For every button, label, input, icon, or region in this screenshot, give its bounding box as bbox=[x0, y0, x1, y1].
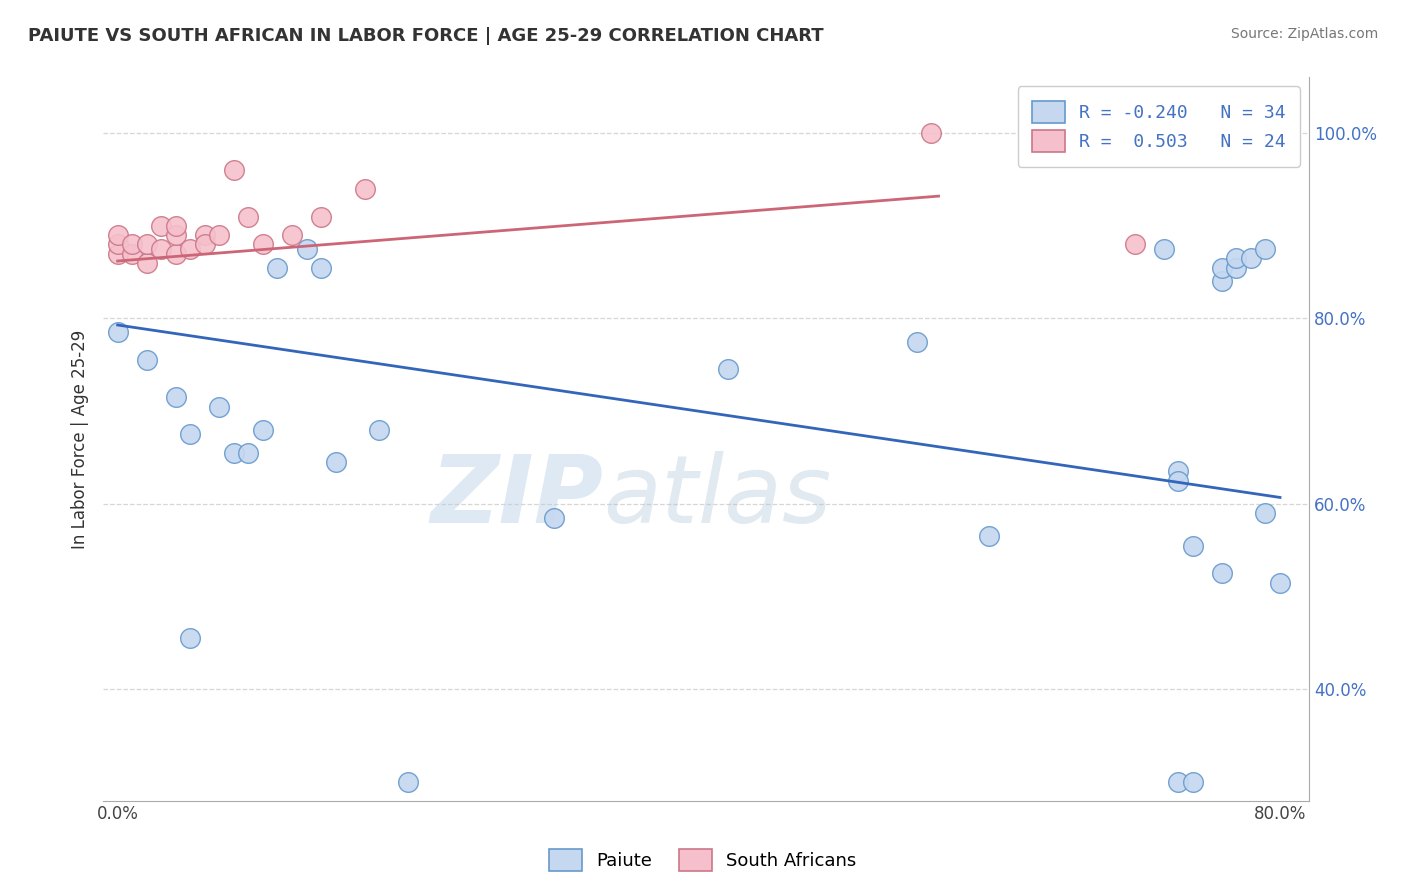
Point bbox=[1254, 506, 1277, 520]
Point bbox=[1211, 274, 1233, 288]
Point bbox=[121, 237, 143, 252]
Point bbox=[121, 246, 143, 260]
Legend: Paiute, South Africans: Paiute, South Africans bbox=[543, 842, 863, 879]
Legend: R = -0.240   N = 34, R =  0.503   N = 24: R = -0.240 N = 34, R = 0.503 N = 24 bbox=[1018, 87, 1301, 167]
Text: PAIUTE VS SOUTH AFRICAN IN LABOR FORCE | AGE 25-29 CORRELATION CHART: PAIUTE VS SOUTH AFRICAN IN LABOR FORCE |… bbox=[28, 27, 824, 45]
Point bbox=[107, 246, 129, 260]
Point bbox=[905, 334, 928, 349]
Point bbox=[238, 210, 260, 224]
Point bbox=[543, 511, 565, 525]
Point bbox=[135, 353, 157, 368]
Text: ZIP: ZIP bbox=[430, 450, 603, 543]
Point bbox=[222, 446, 245, 460]
Point bbox=[717, 362, 740, 376]
Point bbox=[368, 423, 391, 437]
Point bbox=[1240, 252, 1263, 266]
Point bbox=[179, 632, 201, 646]
Point bbox=[295, 242, 318, 256]
Point bbox=[194, 237, 217, 252]
Point bbox=[165, 246, 187, 260]
Point bbox=[1167, 465, 1189, 479]
Point bbox=[252, 237, 274, 252]
Point bbox=[179, 242, 201, 256]
Point bbox=[1211, 260, 1233, 275]
Point bbox=[107, 326, 129, 340]
Point bbox=[252, 423, 274, 437]
Point bbox=[222, 163, 245, 178]
Point bbox=[396, 775, 419, 789]
Point bbox=[1225, 260, 1247, 275]
Point bbox=[1167, 474, 1189, 488]
Point bbox=[208, 228, 231, 243]
Point bbox=[309, 210, 332, 224]
Point bbox=[920, 126, 942, 140]
Point bbox=[150, 219, 173, 233]
Point bbox=[1123, 237, 1146, 252]
Point bbox=[107, 228, 129, 243]
Point bbox=[238, 446, 260, 460]
Point bbox=[979, 529, 1001, 543]
Point bbox=[1153, 242, 1175, 256]
Text: atlas: atlas bbox=[603, 451, 832, 542]
Y-axis label: In Labor Force | Age 25-29: In Labor Force | Age 25-29 bbox=[72, 329, 89, 549]
Point bbox=[325, 455, 347, 469]
Point bbox=[208, 400, 231, 414]
Text: Source: ZipAtlas.com: Source: ZipAtlas.com bbox=[1230, 27, 1378, 41]
Point bbox=[194, 228, 217, 243]
Point bbox=[165, 219, 187, 233]
Point bbox=[1268, 575, 1291, 590]
Point bbox=[107, 237, 129, 252]
Point bbox=[1225, 252, 1247, 266]
Point bbox=[179, 427, 201, 442]
Point bbox=[353, 182, 375, 196]
Point bbox=[266, 260, 288, 275]
Point bbox=[1211, 566, 1233, 581]
Point bbox=[135, 256, 157, 270]
Point bbox=[309, 260, 332, 275]
Point bbox=[135, 237, 157, 252]
Point bbox=[1254, 242, 1277, 256]
Point bbox=[1167, 775, 1189, 789]
Point bbox=[150, 242, 173, 256]
Point bbox=[1181, 775, 1204, 789]
Point bbox=[165, 390, 187, 404]
Point bbox=[281, 228, 304, 243]
Point bbox=[1181, 539, 1204, 553]
Point bbox=[165, 228, 187, 243]
